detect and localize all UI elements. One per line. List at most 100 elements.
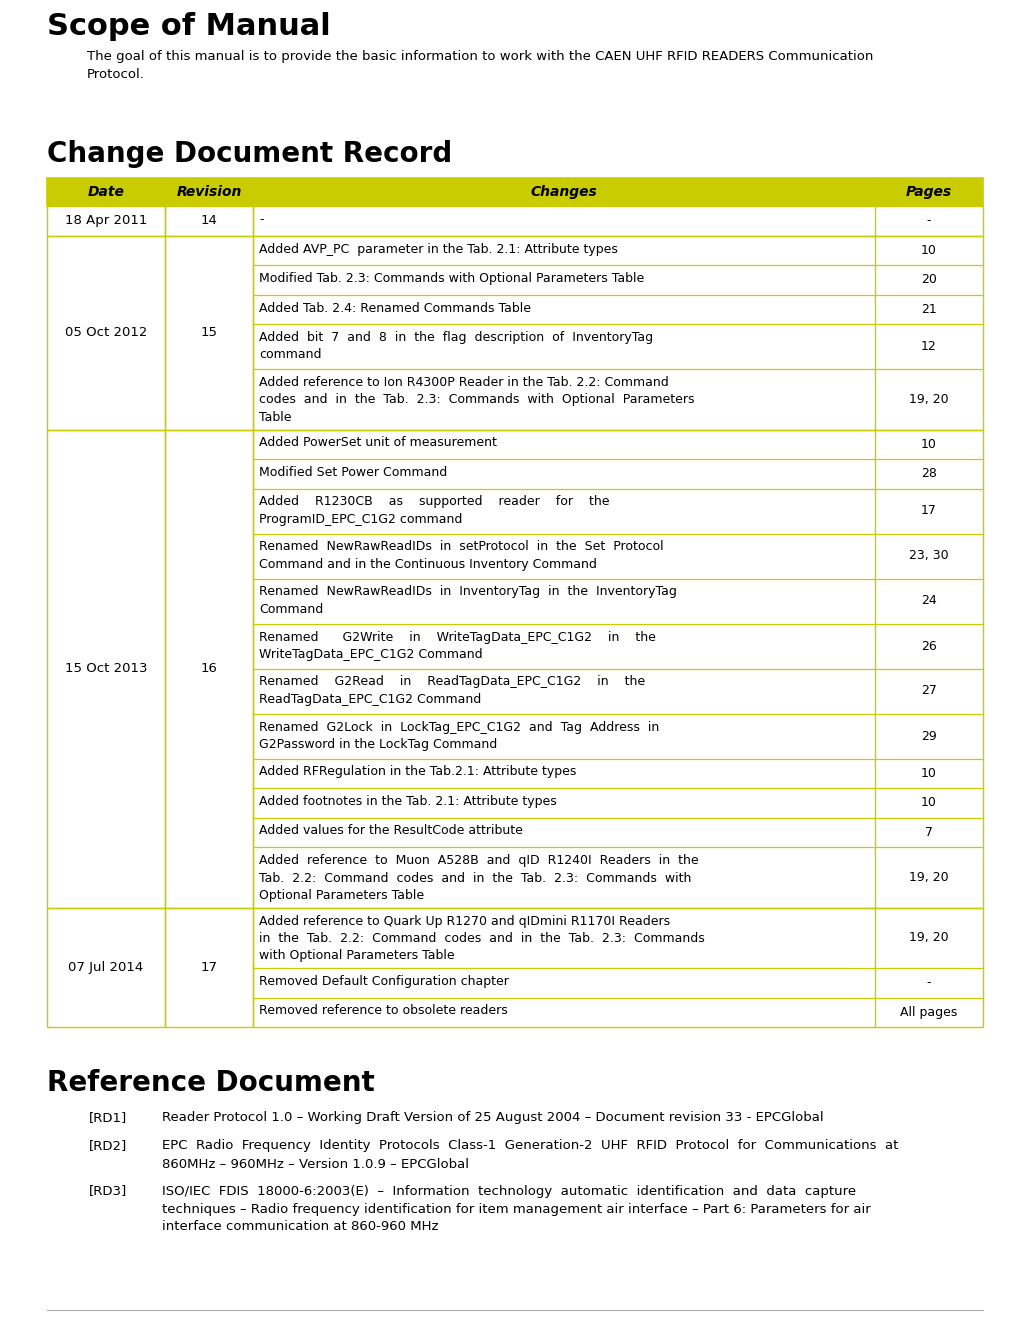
Text: Added reference to Quark Up R1270 and qIDmini R1170I Readers
in  the  Tab.  2.2:: Added reference to Quark Up R1270 and qI… — [259, 915, 704, 962]
Text: Removed reference to obsolete readers: Removed reference to obsolete readers — [259, 1005, 508, 1018]
Bar — [253, 489, 875, 534]
Text: Renamed  NewRawReadIDs  in  InventoryTag  in  the  InventoryTag
Command: Renamed NewRawReadIDs in InventoryTag in… — [259, 586, 677, 616]
Bar — [253, 624, 875, 669]
Bar — [253, 714, 875, 759]
Bar — [165, 206, 253, 235]
Bar — [875, 907, 983, 968]
Bar — [253, 788, 875, 817]
Bar — [47, 206, 165, 235]
Bar — [47, 178, 165, 206]
Bar — [47, 235, 165, 430]
Text: 05 Oct 2012: 05 Oct 2012 — [65, 327, 147, 338]
Text: 12: 12 — [922, 340, 937, 353]
Text: 24: 24 — [922, 595, 937, 608]
Bar — [253, 459, 875, 489]
Text: 17: 17 — [201, 961, 217, 974]
Bar — [875, 788, 983, 817]
Bar — [253, 579, 875, 624]
Bar — [875, 998, 983, 1027]
Text: 26: 26 — [922, 640, 937, 653]
Text: EPC  Radio  Frequency  Identity  Protocols  Class-1  Generation-2  UHF  RFID  Pr: EPC Radio Frequency Identity Protocols C… — [162, 1140, 898, 1170]
Bar — [253, 430, 983, 907]
Bar — [875, 968, 983, 998]
Text: 17: 17 — [921, 505, 937, 517]
Bar — [165, 907, 253, 1027]
Text: Revision: Revision — [177, 185, 242, 200]
Text: 21: 21 — [922, 303, 937, 316]
Text: Added Tab. 2.4: Renamed Commands Table: Added Tab. 2.4: Renamed Commands Table — [259, 301, 531, 315]
Bar — [253, 235, 983, 430]
Bar — [875, 847, 983, 907]
Bar — [165, 235, 253, 430]
Text: Modified Tab. 2.3: Commands with Optional Parameters Table: Modified Tab. 2.3: Commands with Optiona… — [259, 272, 645, 286]
Text: Renamed  NewRawReadIDs  in  setProtocol  in  the  Set  Protocol
Command and in t: Renamed NewRawReadIDs in setProtocol in … — [259, 541, 664, 571]
Bar — [253, 430, 875, 459]
Text: Added    R1230CB    as    supported    reader    for    the
ProgramID_EPC_C1G2 c: Added R1230CB as supported reader for th… — [259, 496, 609, 526]
Text: 15 Oct 2013: 15 Oct 2013 — [65, 662, 147, 676]
Bar — [875, 369, 983, 430]
Text: 19, 20: 19, 20 — [909, 931, 949, 944]
Text: Removed Default Configuration chapter: Removed Default Configuration chapter — [259, 976, 509, 988]
Bar — [875, 759, 983, 788]
Text: 10: 10 — [921, 767, 937, 780]
Text: Renamed    G2Read    in    ReadTagData_EPC_C1G2    in    the
ReadTagData_EPC_C1G: Renamed G2Read in ReadTagData_EPC_C1G2 i… — [259, 676, 646, 706]
Text: Added  bit  7  and  8  in  the  flag  description  of  InventoryTag
command: Added bit 7 and 8 in the flag descriptio… — [259, 330, 653, 361]
Bar — [253, 998, 875, 1027]
Text: 23, 30: 23, 30 — [909, 550, 949, 562]
Text: 19, 20: 19, 20 — [909, 393, 949, 406]
Bar — [253, 669, 875, 714]
Bar — [165, 206, 253, 235]
Bar — [47, 235, 165, 430]
Bar — [165, 430, 253, 907]
Bar — [875, 295, 983, 324]
Bar — [47, 178, 983, 206]
Bar — [47, 430, 165, 907]
Bar — [165, 235, 253, 430]
Text: [RD1]: [RD1] — [89, 1110, 127, 1124]
Text: Added PowerSet unit of measurement: Added PowerSet unit of measurement — [259, 436, 497, 449]
Bar — [253, 178, 875, 206]
Text: Pages: Pages — [906, 185, 952, 200]
Text: Added footnotes in the Tab. 2.1: Attribute types: Added footnotes in the Tab. 2.1: Attribu… — [259, 795, 557, 808]
Text: [RD2]: [RD2] — [89, 1140, 127, 1153]
Text: Added reference to Ion R4300P Reader in the Tab. 2.2: Command
codes  and  in  th: Added reference to Ion R4300P Reader in … — [259, 375, 694, 424]
Bar — [253, 324, 875, 369]
Bar — [253, 968, 875, 998]
Bar — [47, 430, 165, 907]
Bar — [875, 489, 983, 534]
Text: Renamed  G2Lock  in  LockTag_EPC_C1G2  and  Tag  Address  in
G2Password in the L: Renamed G2Lock in LockTag_EPC_C1G2 and T… — [259, 720, 660, 751]
Bar — [875, 669, 983, 714]
Bar — [165, 430, 253, 907]
Text: Modified Set Power Command: Modified Set Power Command — [259, 465, 448, 479]
Bar — [253, 206, 983, 235]
Text: 16: 16 — [201, 662, 217, 676]
Text: 10: 10 — [921, 438, 937, 451]
Bar — [875, 817, 983, 847]
Text: The goal of this manual is to provide the basic information to work with the CAE: The goal of this manual is to provide th… — [87, 50, 873, 82]
Text: -: - — [927, 214, 931, 227]
Text: 20: 20 — [921, 274, 937, 287]
Text: 15: 15 — [201, 327, 217, 338]
Text: Added RFRegulation in the Tab.2.1: Attribute types: Added RFRegulation in the Tab.2.1: Attri… — [259, 765, 577, 779]
Text: 29: 29 — [922, 730, 937, 743]
Text: Added values for the ResultCode attribute: Added values for the ResultCode attribut… — [259, 825, 523, 838]
Bar — [253, 907, 983, 1027]
Bar — [875, 264, 983, 295]
Bar — [875, 324, 983, 369]
Bar — [875, 459, 983, 489]
Text: 10: 10 — [921, 796, 937, 809]
Bar — [875, 206, 983, 235]
Text: -: - — [927, 976, 931, 989]
Bar — [253, 817, 875, 847]
Bar — [875, 235, 983, 264]
Bar — [47, 206, 165, 235]
Text: -: - — [259, 213, 264, 226]
Bar — [253, 534, 875, 579]
Text: Reader Protocol 1.0 – Working Draft Version of 25 August 2004 – Document revisio: Reader Protocol 1.0 – Working Draft Vers… — [162, 1110, 823, 1124]
Bar — [253, 847, 875, 907]
Text: 28: 28 — [921, 467, 937, 480]
Text: 10: 10 — [921, 243, 937, 256]
Text: [RD3]: [RD3] — [89, 1185, 127, 1198]
Text: 07 Jul 2014: 07 Jul 2014 — [68, 961, 144, 974]
Bar — [165, 907, 253, 1027]
